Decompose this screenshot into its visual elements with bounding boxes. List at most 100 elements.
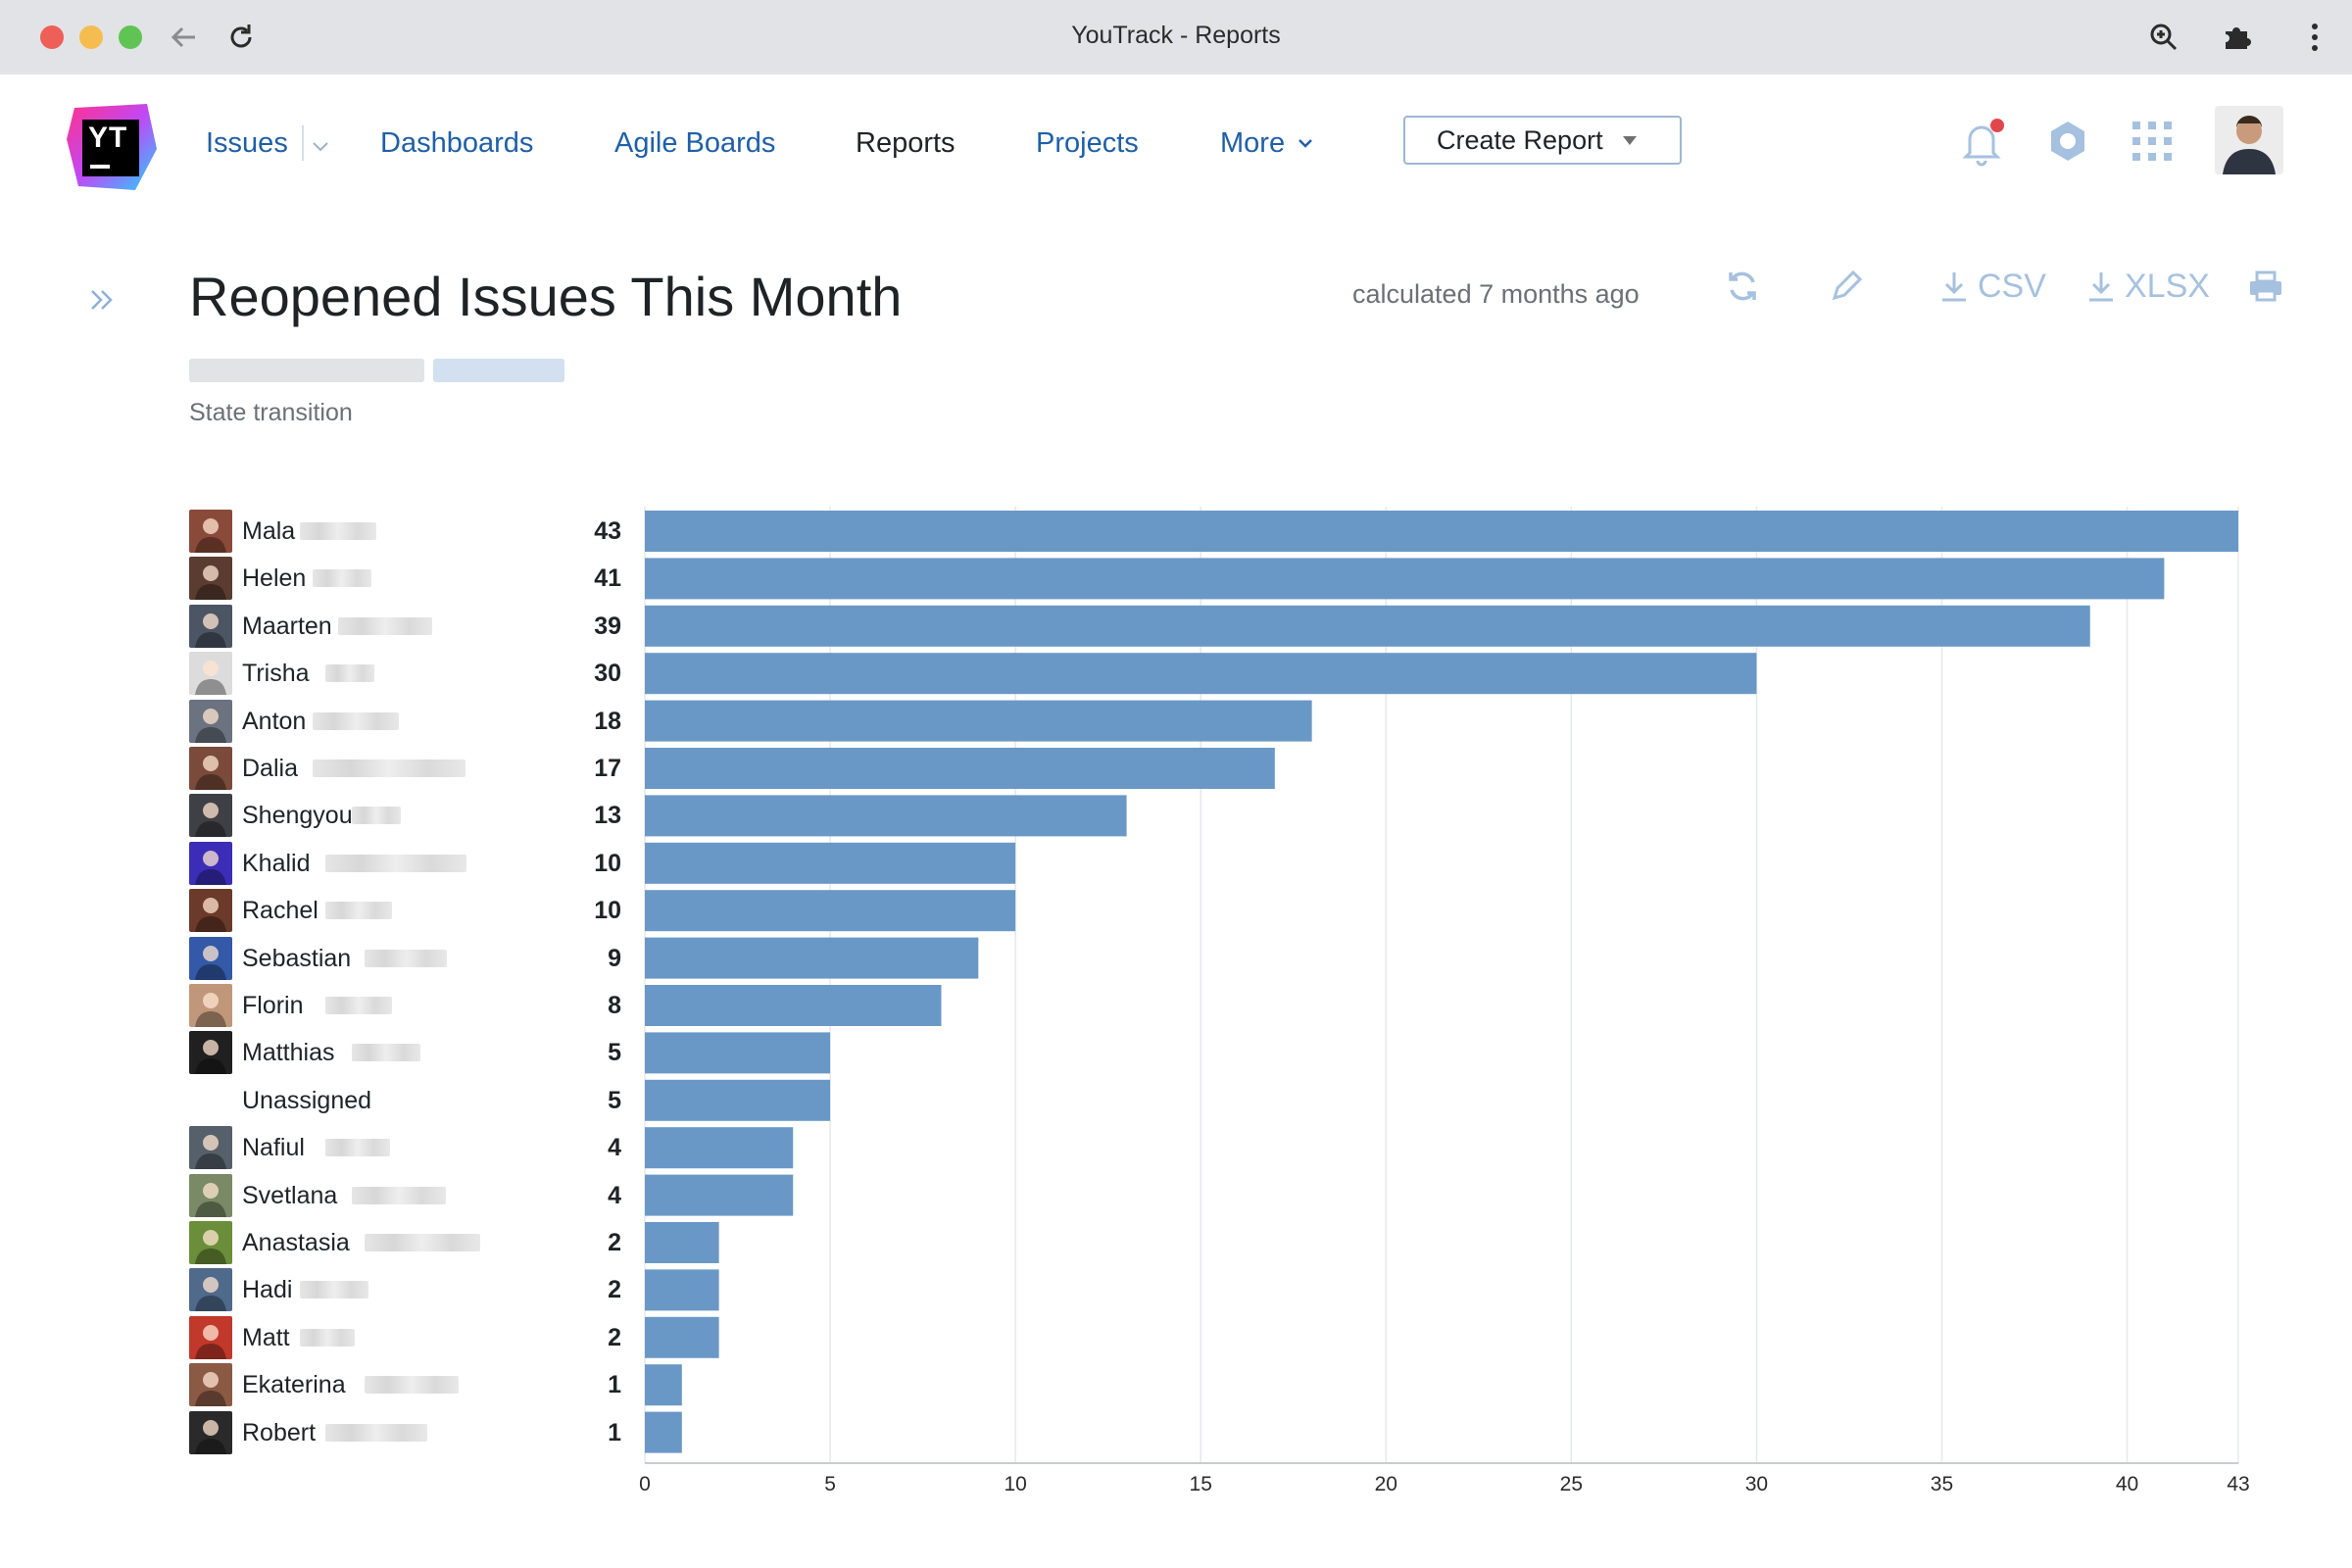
assignee-name[interactable]: Mala [242, 517, 296, 545]
bar[interactable] [645, 1032, 831, 1074]
nav-agile-boards-label: Agile Boards [614, 127, 776, 159]
assignee-name[interactable]: Khalid [242, 849, 311, 877]
recalculate-button[interactable] [1723, 267, 1762, 306]
assignee-avatar [189, 604, 232, 648]
bar[interactable] [645, 795, 1127, 837]
bar[interactable] [645, 1269, 719, 1311]
bar-value-label: 1 [608, 1418, 621, 1446]
assignee-name[interactable]: Nafiul [242, 1134, 305, 1162]
reload-button[interactable] [221, 18, 261, 57]
issues-dropdown-button[interactable] [310, 135, 331, 157]
bar[interactable] [645, 1316, 719, 1358]
assignee-name[interactable]: Anton [242, 707, 307, 735]
nav-issues[interactable]: Issues [206, 123, 288, 163]
bar-value-label: 2 [608, 1276, 621, 1304]
bar[interactable] [645, 653, 1757, 695]
nav-agile-boards[interactable]: Agile Boards [614, 123, 775, 163]
export-csv-button[interactable]: CSV [1938, 267, 2046, 306]
bar[interactable] [645, 558, 2165, 600]
person-icon [195, 1135, 226, 1170]
nav-issues-label: Issues [206, 127, 288, 159]
nav-dashboards[interactable]: Dashboards [380, 123, 533, 163]
assignee-name[interactable]: Svetlana [242, 1181, 338, 1209]
bar[interactable] [645, 1174, 794, 1216]
redacted-surname [325, 902, 393, 920]
edit-report-button[interactable] [1827, 267, 1866, 306]
person-icon [195, 803, 226, 838]
assignee-name[interactable]: Maarten [242, 612, 332, 640]
person-icon [195, 612, 226, 648]
zoom-button[interactable] [2144, 18, 2183, 57]
administration-button[interactable] [2044, 118, 2091, 165]
person-icon [195, 1040, 226, 1075]
person-icon [195, 1419, 226, 1454]
assignee-name[interactable]: Sebastian [242, 944, 352, 972]
bar[interactable] [645, 1364, 682, 1406]
youtrack-logo[interactable]: YT [65, 100, 159, 194]
bar[interactable] [645, 842, 1016, 884]
assignee-name[interactable]: Shengyou [242, 802, 353, 830]
apps-button[interactable] [2131, 120, 2174, 163]
person-icon [195, 1277, 226, 1312]
bar[interactable] [645, 605, 2090, 647]
browser-menu-button[interactable] [2295, 18, 2334, 57]
notifications-button[interactable] [1956, 116, 2007, 167]
assignee-name[interactable]: Unassigned [242, 1086, 372, 1114]
back-button[interactable] [165, 18, 204, 57]
bar-value-label: 39 [594, 612, 621, 640]
bar[interactable] [645, 700, 1312, 742]
close-window-button[interactable] [40, 25, 64, 49]
chevron-down-icon [313, 142, 328, 152]
assignee-name[interactable]: Rachel [242, 897, 318, 925]
assignee-name[interactable]: Florin [242, 992, 304, 1019]
person-icon [195, 1372, 226, 1407]
minimize-window-button[interactable] [79, 25, 103, 49]
arrow-left-icon [171, 26, 195, 48]
person-icon [195, 565, 226, 601]
maximize-window-button[interactable] [119, 25, 142, 49]
assignee-name[interactable]: Hadi [242, 1276, 293, 1304]
bar[interactable] [645, 748, 1275, 789]
create-report-button[interactable]: Create Report [1403, 116, 1682, 165]
person-icon [195, 850, 226, 885]
bar[interactable] [645, 1411, 682, 1453]
nav-dashboards-label: Dashboards [380, 127, 534, 159]
bar[interactable] [645, 890, 1016, 932]
redacted-surname [313, 569, 371, 588]
user-avatar[interactable] [2215, 106, 2283, 174]
bar[interactable] [645, 511, 2238, 552]
nav-reports[interactable]: Reports [856, 123, 956, 163]
nav-projects-label: Projects [1036, 127, 1139, 159]
download-icon [1942, 272, 1966, 302]
assignee-name[interactable]: Matt [242, 1323, 290, 1351]
nav-more[interactable]: More [1220, 123, 1316, 163]
expand-sidebar-button[interactable] [84, 282, 120, 318]
bar-value-label: 17 [594, 755, 621, 782]
redacted-surname [338, 616, 433, 635]
bar-value-label: 5 [608, 1086, 621, 1114]
print-button[interactable] [2246, 267, 2285, 306]
bar[interactable] [645, 985, 942, 1026]
nav-projects[interactable]: Projects [1036, 123, 1139, 163]
chevron-down-icon [1298, 139, 1312, 148]
extensions-button[interactable] [2217, 18, 2256, 57]
assignee-name[interactable]: Dalia [242, 755, 298, 782]
bar[interactable] [645, 1127, 794, 1169]
assignee-avatar [189, 794, 232, 838]
bar[interactable] [645, 937, 979, 979]
assignee-name[interactable]: Robert [242, 1418, 317, 1446]
export-xlsx-button[interactable]: XLSX [2085, 267, 2210, 306]
assignee-name[interactable]: Trisha [242, 660, 310, 688]
assignee-name[interactable]: Ekaterina [242, 1371, 346, 1399]
bar[interactable] [645, 1222, 719, 1263]
bar-value-label: 43 [594, 517, 621, 545]
assignee-name[interactable]: Anastasia [242, 1229, 350, 1256]
bar-value-label: 4 [608, 1134, 621, 1162]
bar-value-label: 18 [594, 707, 621, 735]
assignee-avatar [189, 1221, 232, 1264]
assignee-name[interactable]: Matthias [242, 1039, 335, 1067]
x-tick-label: 43 [2227, 1473, 2249, 1495]
bar[interactable] [645, 1079, 831, 1121]
redacted-surname [313, 711, 399, 730]
assignee-name[interactable]: Helen [242, 564, 307, 593]
